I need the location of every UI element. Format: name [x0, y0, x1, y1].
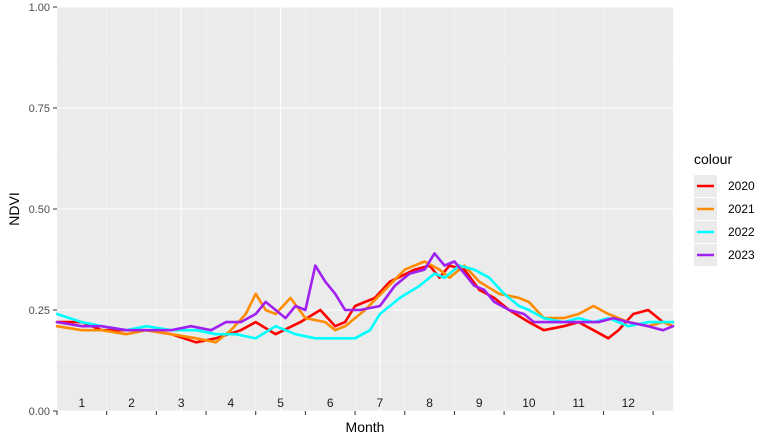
month-label: 7	[377, 396, 384, 410]
y-axis-title: NDVI	[6, 192, 22, 225]
y-tick-label: 0.75	[29, 103, 50, 115]
month-label: 6	[327, 396, 334, 410]
legend-label-2022: 2022	[728, 225, 755, 239]
y-tick-label: 0.25	[29, 305, 50, 317]
legend: colour 2020 2021 2022 2023	[694, 151, 755, 266]
month-label: 5	[277, 396, 284, 410]
series-line-2020	[55, 264, 675, 344]
month-label: 9	[476, 396, 483, 410]
month-label: 4	[228, 396, 235, 410]
grid-major-lines	[57, 6, 673, 412]
x-axis-ticks	[56, 411, 654, 415]
legend-label-2023: 2023	[728, 248, 755, 262]
y-tick-label: 0.00	[29, 406, 50, 418]
y-axis: 0.00 0.25 0.50 0.75 1.00	[29, 2, 57, 418]
y-tick-label: 0.50	[29, 204, 50, 216]
x-axis-title: Month	[346, 419, 385, 435]
month-label: 8	[426, 396, 433, 410]
series-line-2022	[55, 264, 675, 340]
legend-label-2021: 2021	[728, 202, 755, 216]
month-label: 10	[522, 396, 536, 410]
legend-title: colour	[694, 151, 732, 167]
series-line-2021	[55, 260, 675, 344]
month-label: 11	[572, 396, 585, 410]
month-label: 1	[78, 396, 85, 410]
month-label: 12	[622, 396, 636, 410]
month-label: 2	[128, 396, 135, 410]
month-labels: 1 2 3 4 5 6 7 8 9 10 11 12	[78, 396, 635, 410]
legend-label-2020: 2020	[728, 179, 755, 193]
month-label: 3	[178, 396, 185, 410]
y-tick-label: 1.00	[29, 2, 50, 14]
series-line-2023	[55, 252, 675, 332]
series-layer	[55, 252, 675, 344]
